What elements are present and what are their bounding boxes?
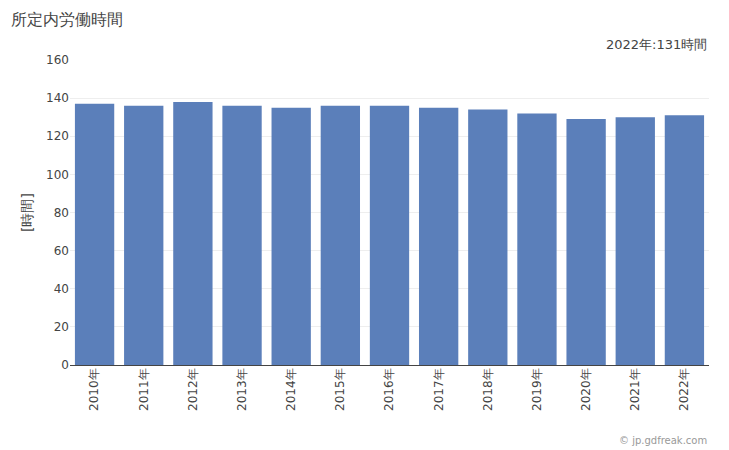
svg-text:140: 140	[46, 91, 69, 105]
svg-text:100: 100	[46, 168, 69, 182]
svg-text:所定内労働時間: 所定内労働時間	[11, 10, 123, 29]
svg-text:2020年: 2020年	[579, 368, 593, 411]
svg-text:2013年: 2013年	[235, 368, 249, 411]
svg-text:2010年: 2010年	[87, 368, 101, 411]
svg-text:40: 40	[54, 282, 69, 296]
svg-text:160: 160	[46, 53, 69, 67]
svg-text:© jp.gdfreak.com: © jp.gdfreak.com	[619, 435, 707, 446]
svg-text:20: 20	[54, 320, 69, 334]
svg-text:2017年: 2017年	[432, 368, 446, 411]
svg-text:2022年:131時間: 2022年:131時間	[606, 37, 707, 52]
svg-text:2021年: 2021年	[628, 368, 642, 411]
svg-text:2012年: 2012年	[186, 368, 200, 411]
svg-text:120: 120	[46, 129, 69, 143]
svg-text:2018年: 2018年	[481, 368, 495, 411]
svg-text:2011年: 2011年	[137, 368, 151, 411]
svg-text:80: 80	[54, 206, 69, 220]
svg-text:60: 60	[54, 244, 69, 258]
svg-text:2022年: 2022年	[677, 368, 691, 411]
svg-text:0: 0	[61, 358, 69, 372]
svg-text:[時間]: [時間]	[19, 193, 35, 232]
svg-text:2016年: 2016年	[382, 368, 396, 411]
svg-text:2019年: 2019年	[530, 368, 544, 411]
svg-text:2014年: 2014年	[284, 368, 298, 411]
svg-text:2015年: 2015年	[333, 368, 347, 411]
